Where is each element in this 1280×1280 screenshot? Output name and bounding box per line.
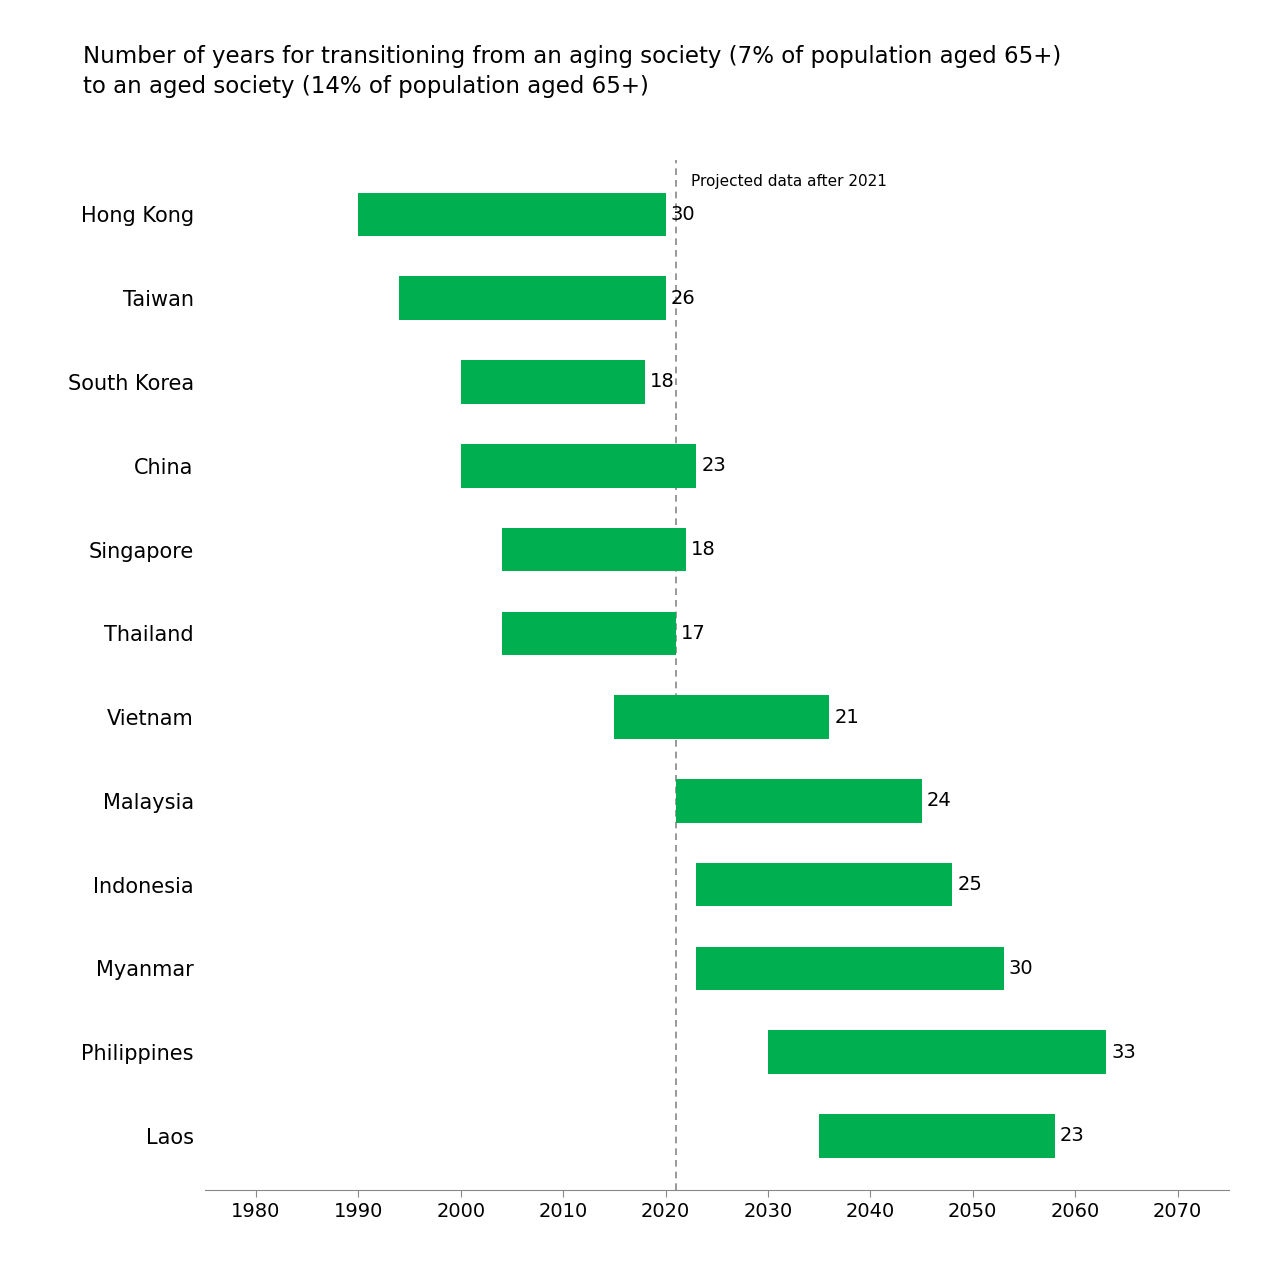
Text: 18: 18 xyxy=(691,540,716,559)
Text: 18: 18 xyxy=(650,372,675,392)
Text: 24: 24 xyxy=(927,791,951,810)
Text: 26: 26 xyxy=(671,289,695,307)
Bar xyxy=(502,527,686,571)
Bar xyxy=(819,1114,1055,1157)
Bar xyxy=(358,193,666,237)
Bar xyxy=(461,360,645,403)
Text: 30: 30 xyxy=(1009,959,1033,978)
Bar xyxy=(614,695,829,739)
Text: Number of years for transitioning from an aging society (7% of population aged 6: Number of years for transitioning from a… xyxy=(83,45,1061,99)
Bar xyxy=(461,444,696,488)
Bar xyxy=(502,612,676,655)
Bar xyxy=(696,863,952,906)
Bar xyxy=(399,276,666,320)
Text: 23: 23 xyxy=(701,456,726,475)
Text: 23: 23 xyxy=(1060,1126,1084,1146)
Text: 33: 33 xyxy=(1111,1043,1135,1061)
Bar xyxy=(768,1030,1106,1074)
Bar xyxy=(676,780,922,823)
Text: 17: 17 xyxy=(681,623,705,643)
Text: 25: 25 xyxy=(957,876,982,895)
Bar xyxy=(696,947,1004,991)
Text: 30: 30 xyxy=(671,205,695,224)
Text: Projected data after 2021: Projected data after 2021 xyxy=(691,174,887,189)
Text: 21: 21 xyxy=(835,708,859,727)
